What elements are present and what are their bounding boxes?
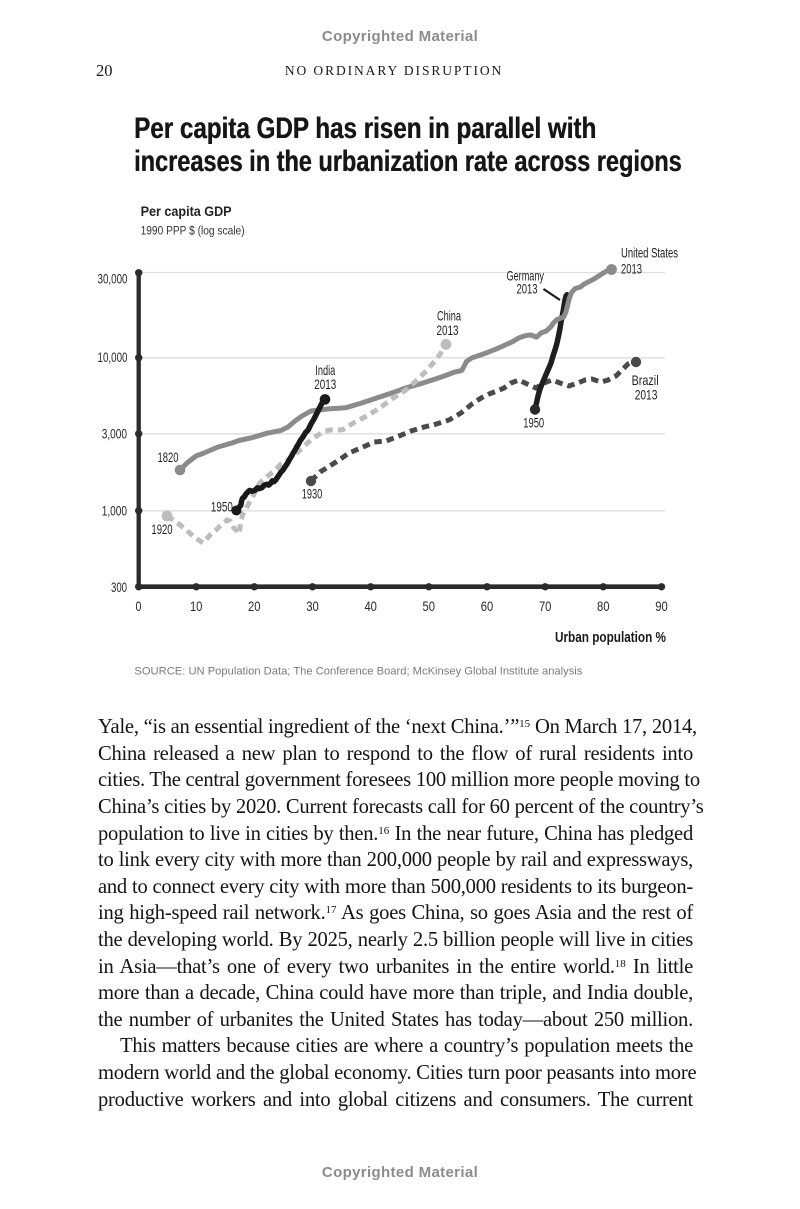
svg-text:30: 30	[306, 599, 319, 614]
svg-text:10: 10	[190, 599, 203, 614]
svg-text:Urban population %: Urban population %	[555, 630, 666, 646]
svg-text:1930: 1930	[302, 486, 323, 501]
svg-text:Brazil: Brazil	[632, 373, 659, 388]
svg-text:1920: 1920	[151, 522, 172, 537]
svg-text:40: 40	[364, 599, 377, 614]
svg-text:3,000: 3,000	[102, 426, 128, 441]
svg-text:SOURCE: UN Population Data; Th: SOURCE: UN Population Data; The Conferen…	[134, 666, 582, 678]
svg-text:1820: 1820	[158, 450, 179, 465]
svg-text:Germany: Germany	[507, 269, 545, 284]
svg-text:China: China	[437, 309, 461, 324]
svg-text:2013: 2013	[437, 323, 459, 338]
svg-text:1950: 1950	[211, 499, 233, 514]
svg-text:2013: 2013	[314, 377, 336, 392]
svg-text:India: India	[315, 363, 335, 378]
svg-text:0: 0	[136, 599, 142, 614]
svg-text:20: 20	[248, 599, 261, 614]
svg-text:50: 50	[423, 599, 436, 614]
svg-text:Per capita GDP: Per capita GDP	[141, 204, 232, 219]
svg-text:1950: 1950	[523, 416, 544, 431]
svg-text:80: 80	[597, 599, 610, 614]
svg-text:300: 300	[111, 580, 127, 595]
svg-text:30,000: 30,000	[98, 272, 128, 287]
svg-text:60: 60	[481, 599, 494, 614]
svg-text:90: 90	[655, 599, 668, 614]
svg-text:1,000: 1,000	[102, 503, 128, 518]
svg-text:1990 PPP $ (log scale): 1990 PPP $ (log scale)	[141, 224, 245, 238]
svg-text:10,000: 10,000	[98, 350, 128, 365]
svg-text:2013: 2013	[517, 282, 538, 297]
svg-text:United States: United States	[621, 246, 678, 261]
svg-text:2013: 2013	[621, 262, 642, 277]
svg-text:2013: 2013	[635, 388, 658, 403]
svg-text:70: 70	[539, 599, 552, 614]
